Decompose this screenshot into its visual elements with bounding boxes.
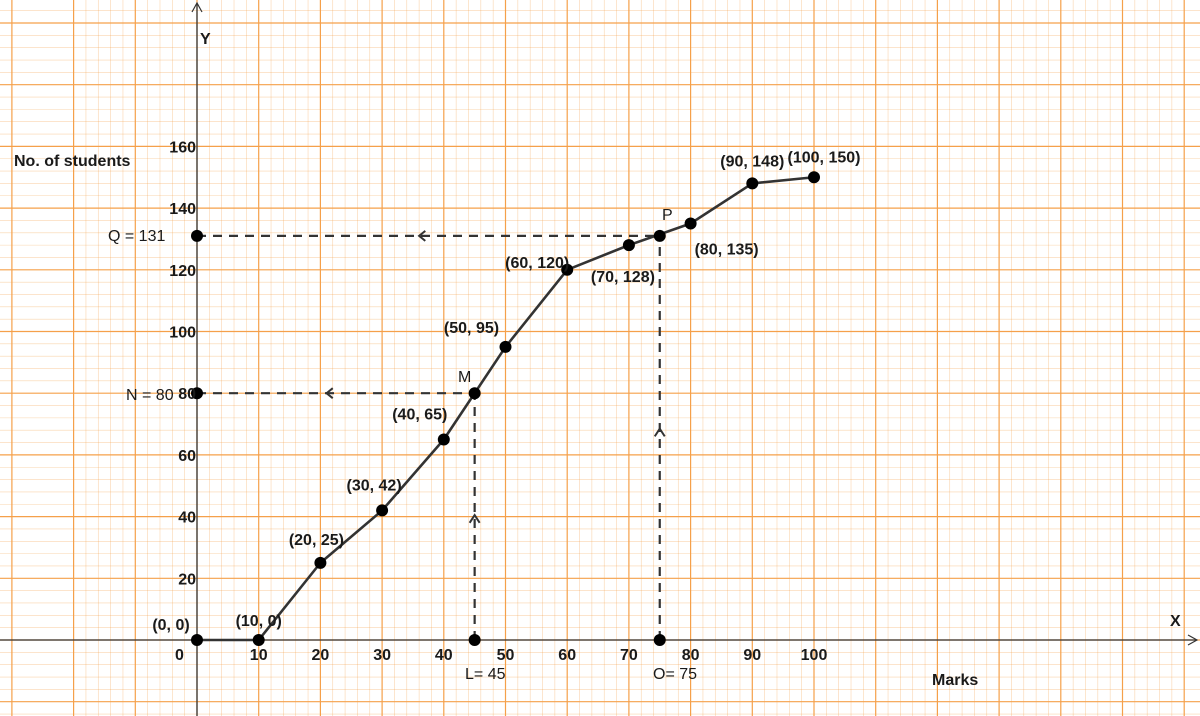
y-tick-label: 40 [178, 510, 196, 527]
data-point-label: (80, 135) [695, 242, 759, 259]
q-y-label: Q = 131 [108, 228, 165, 245]
annotation-point [468, 387, 481, 400]
data-point-label: (20, 25) [289, 532, 344, 549]
y-tick-label: 160 [169, 139, 196, 156]
n-y-label: N = 80 [126, 387, 174, 404]
arrow-left-p [417, 230, 426, 242]
data-point [252, 634, 265, 646]
data-point [746, 177, 759, 190]
x-tick-label: 100 [801, 647, 828, 664]
data-point [437, 433, 450, 446]
annotation-point [653, 634, 666, 646]
annotation-point [191, 229, 203, 242]
chart-texts: Y X No. of students Marks 0 M P L= 45 O=… [14, 31, 1181, 689]
data-point-label: (60, 120) [505, 255, 569, 272]
arrow-left-m [324, 387, 334, 399]
x-tick-label: 80 [682, 647, 700, 664]
point-p-label: P [662, 207, 673, 224]
x-tick-label: 70 [620, 647, 638, 664]
y-tick-label: 100 [169, 325, 196, 342]
data-point-label: (50, 95) [444, 320, 499, 337]
x-axis-letter: X [1170, 613, 1181, 630]
data-point-label: (0, 0) [152, 617, 189, 634]
data-point-label: (10, 0) [236, 613, 282, 630]
median-x-label: L= 45 [465, 666, 506, 683]
data-points [191, 171, 820, 646]
annotation-point [468, 634, 481, 646]
origin-label: 0 [175, 647, 184, 664]
o-x-label: O= 75 [653, 666, 697, 683]
x-tick-label: 10 [250, 647, 268, 664]
y-tick-label: 60 [178, 448, 196, 465]
annotation-point [653, 229, 666, 242]
annotation-point [191, 387, 203, 400]
data-point-label: (30, 42) [347, 477, 402, 494]
y-tick-label: 120 [169, 263, 196, 280]
data-point-label: (70, 128) [591, 269, 655, 286]
x-tick-label: 20 [312, 647, 330, 664]
x-tick-label: 90 [743, 647, 761, 664]
data-point [808, 171, 820, 184]
x-tick-label: 50 [497, 647, 515, 664]
arrow-up-p [653, 426, 666, 437]
data-point-label: (40, 65) [392, 406, 447, 423]
data-point [622, 239, 635, 252]
data-point-label: (90, 148) [720, 153, 784, 170]
data-point [314, 556, 327, 569]
y-tick-label: 140 [169, 201, 196, 218]
x-axis-label: Marks [932, 672, 978, 689]
y-tick-label: 80 [178, 386, 196, 403]
arrow-up-m [468, 513, 481, 524]
data-point-label: (100, 150) [788, 149, 861, 166]
x-tick-label: 40 [435, 647, 453, 664]
data-point [376, 504, 389, 517]
x-tick-label: 60 [558, 647, 576, 664]
data-point [191, 634, 203, 646]
data-point [561, 263, 574, 276]
data-point [684, 217, 697, 230]
point-m-label: M [458, 369, 471, 386]
x-tick-label: 30 [373, 647, 391, 664]
y-axis-arrow [191, 1, 203, 13]
y-axis-letter: Y [200, 31, 211, 48]
x-axis-arrow [1187, 634, 1199, 646]
data-point [499, 340, 512, 353]
y-tick-label: 20 [178, 571, 196, 588]
dashed-guides [197, 230, 666, 640]
y-axis-label: No. of students [14, 153, 131, 170]
